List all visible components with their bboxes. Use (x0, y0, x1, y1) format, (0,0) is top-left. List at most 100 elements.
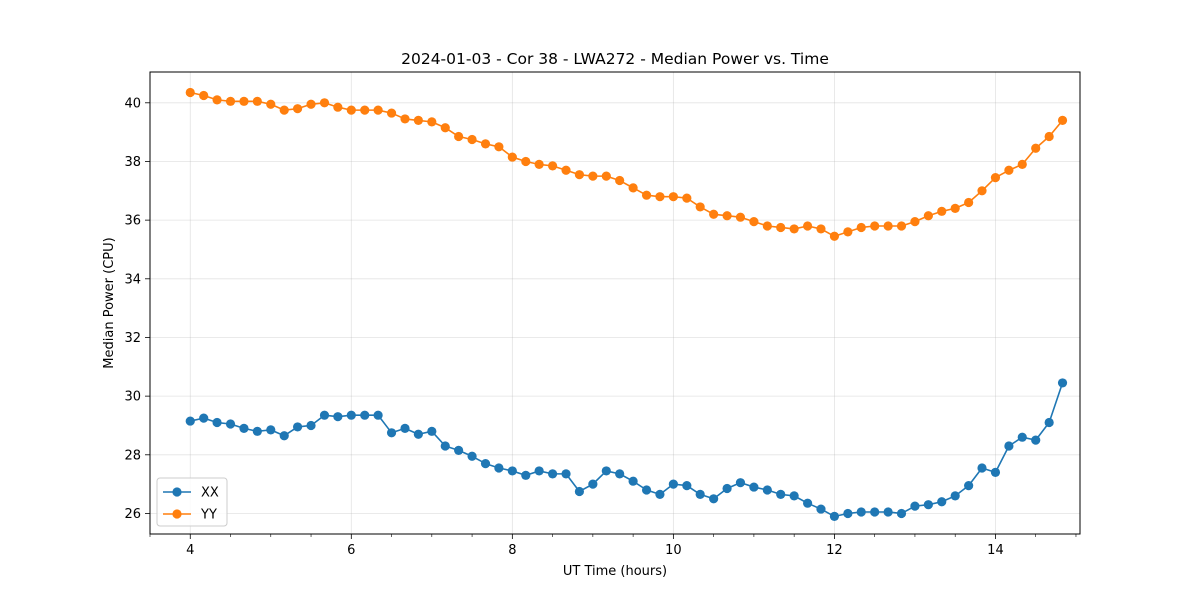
x-tick-label: 10 (665, 543, 682, 558)
data-point-xx (843, 508, 853, 519)
data-point-xx (400, 423, 410, 433)
data-point-xx (601, 466, 611, 476)
data-point-xx (346, 410, 356, 420)
data-point-yy (400, 114, 410, 124)
legend-label-yy: YY (200, 508, 217, 523)
data-point-xx (185, 416, 195, 426)
y-tick-label: 40 (124, 96, 141, 111)
data-point-xx (803, 498, 813, 508)
x-tick-label: 6 (347, 543, 355, 558)
data-point-xx (682, 481, 692, 491)
data-point-xx (574, 486, 585, 497)
data-point-yy (829, 231, 840, 241)
data-point-yy (588, 171, 598, 181)
y-tick-label: 30 (124, 390, 141, 405)
data-point-xx (615, 469, 625, 479)
data-point-xx (829, 511, 840, 521)
data-point-yy (789, 224, 799, 234)
data-point-xx (454, 445, 464, 455)
data-point-yy (346, 105, 356, 115)
x-tick-label: 4 (186, 543, 194, 558)
data-point-yy (856, 222, 866, 233)
data-point-xx (561, 469, 571, 479)
data-point-xx (212, 417, 222, 428)
data-point-xx (319, 410, 330, 420)
data-point-xx (239, 423, 249, 433)
data-point-xx (977, 463, 987, 473)
data-point-yy (615, 175, 625, 186)
grid (150, 72, 1080, 534)
data-point-xx (480, 459, 491, 469)
data-point-xx (883, 507, 893, 517)
data-point-yy (990, 173, 1001, 183)
data-point-xx (333, 412, 343, 422)
data-point-xx (923, 500, 933, 510)
data-point-xx (1004, 441, 1014, 451)
data-point-yy (574, 170, 585, 180)
data-point-xx (628, 476, 638, 486)
data-point-yy (199, 90, 209, 101)
data-point-yy (440, 123, 450, 133)
data-point-yy (870, 221, 880, 231)
data-point-xx (225, 419, 236, 429)
data-point-yy (977, 186, 987, 196)
series-layer (185, 87, 1068, 521)
data-point-xx (507, 466, 517, 476)
data-point-yy (333, 102, 343, 112)
data-point-yy (212, 95, 222, 105)
data-point-xx (641, 485, 652, 495)
data-point-xx (776, 489, 786, 499)
data-point-yy (950, 203, 960, 213)
legend: XX YY (156, 477, 228, 527)
data-point-xx (373, 410, 383, 420)
ticks: 4 6 8 10 12 14 26 28 30 32 34 36 38 40 (124, 96, 1077, 558)
data-point-yy (1017, 159, 1027, 169)
y-tick-label: 38 (124, 155, 141, 170)
data-point-xx (386, 428, 397, 438)
data-point-yy (695, 202, 705, 212)
data-point-yy (386, 108, 397, 118)
data-point-xx (990, 467, 1001, 477)
data-point-yy (427, 117, 437, 127)
data-point-xx (964, 481, 974, 491)
data-point-xx (199, 413, 209, 423)
data-point-yy (762, 221, 772, 231)
data-point-xx (937, 497, 947, 507)
plot-area (150, 72, 1080, 534)
data-point-yy (454, 131, 464, 142)
legend-label-xx: XX (201, 486, 219, 501)
data-point-xx (266, 425, 276, 435)
y-tick-label: 36 (124, 214, 141, 229)
x-tick-label: 12 (826, 543, 843, 558)
data-point-xx (534, 466, 544, 476)
data-point-yy (1044, 131, 1054, 142)
data-point-yy (252, 96, 262, 106)
data-point-yy (1057, 115, 1068, 125)
data-point-xx (870, 507, 880, 517)
data-point-yy (910, 217, 920, 227)
data-point-yy (480, 139, 491, 149)
x-axis-title: UT Time (hours) (563, 564, 667, 579)
plot-frame (149, 71, 1081, 535)
data-point-yy (1031, 143, 1041, 153)
data-point-yy (628, 183, 638, 193)
data-point-yy (937, 206, 947, 216)
data-point-yy (467, 134, 477, 145)
data-point-yy (843, 227, 853, 237)
data-point-xx (722, 483, 732, 494)
data-point-yy (641, 190, 652, 200)
y-tick-label: 28 (124, 448, 141, 463)
data-point-xx (709, 494, 719, 504)
data-point-yy (896, 221, 907, 231)
data-point-yy (722, 211, 732, 221)
data-point-xx (427, 426, 437, 436)
data-point-yy (521, 156, 531, 167)
data-point-xx (950, 491, 960, 501)
data-point-yy (668, 192, 678, 202)
data-point-yy (306, 99, 316, 109)
data-point-xx (547, 469, 558, 479)
data-point-xx (252, 426, 262, 436)
data-point-xx (910, 501, 920, 511)
data-point-yy (561, 165, 571, 175)
